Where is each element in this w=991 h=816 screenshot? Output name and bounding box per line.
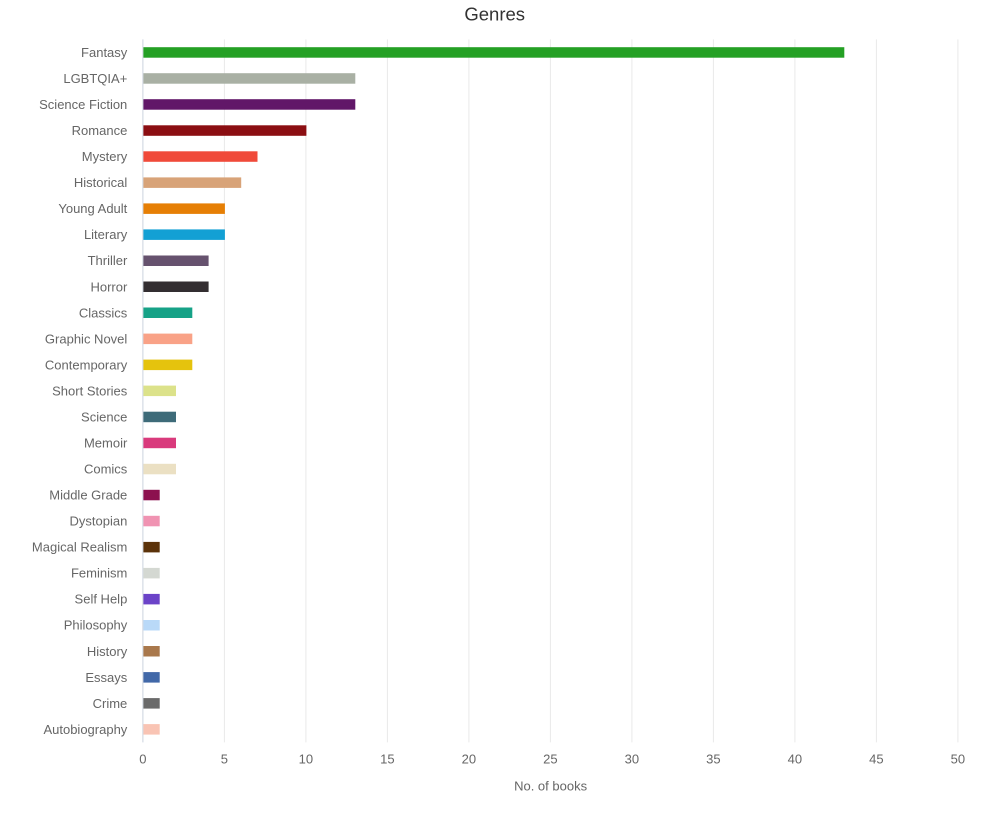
svg-text:Fantasy: Fantasy: [81, 45, 128, 60]
svg-text:Contemporary: Contemporary: [45, 357, 128, 372]
svg-text:Graphic Novel: Graphic Novel: [45, 331, 127, 346]
svg-text:Historical: Historical: [74, 175, 128, 190]
svg-text:50: 50: [951, 752, 965, 767]
svg-text:No. of books: No. of books: [514, 779, 587, 794]
svg-text:Philosophy: Philosophy: [64, 618, 128, 633]
svg-text:Feminism: Feminism: [71, 566, 127, 581]
svg-text:Science: Science: [81, 409, 127, 424]
svg-text:5: 5: [221, 752, 228, 767]
svg-text:Classics: Classics: [79, 305, 128, 320]
svg-text:Magical Realism: Magical Realism: [32, 540, 127, 555]
svg-text:Romance: Romance: [72, 123, 128, 138]
svg-text:History: History: [87, 644, 128, 659]
svg-text:Middle Grade: Middle Grade: [49, 488, 127, 503]
svg-text:Autobiography: Autobiography: [43, 722, 127, 737]
svg-text:Comics: Comics: [84, 462, 128, 477]
svg-text:40: 40: [788, 752, 802, 767]
svg-text:Horror: Horror: [90, 279, 128, 294]
svg-text:LGBTQIA+: LGBTQIA+: [63, 71, 127, 86]
svg-text:Memoir: Memoir: [84, 436, 128, 451]
svg-text:0: 0: [139, 752, 146, 767]
svg-text:Science Fiction: Science Fiction: [39, 97, 127, 112]
svg-text:Thriller: Thriller: [88, 253, 128, 268]
svg-text:Mystery: Mystery: [82, 149, 128, 164]
svg-text:45: 45: [869, 752, 883, 767]
svg-text:Crime: Crime: [93, 696, 128, 711]
svg-text:30: 30: [625, 752, 639, 767]
svg-text:Essays: Essays: [85, 670, 127, 685]
svg-text:Genres: Genres: [464, 4, 525, 25]
svg-text:Young Adult: Young Adult: [58, 201, 127, 216]
svg-text:25: 25: [543, 752, 557, 767]
svg-text:10: 10: [299, 752, 313, 767]
svg-text:Literary: Literary: [84, 227, 128, 242]
svg-text:35: 35: [706, 752, 720, 767]
svg-text:Short Stories: Short Stories: [52, 383, 128, 398]
svg-text:15: 15: [380, 752, 394, 767]
svg-text:Dystopian: Dystopian: [69, 514, 127, 529]
svg-text:Self Help: Self Help: [75, 592, 128, 607]
svg-text:20: 20: [462, 752, 476, 767]
